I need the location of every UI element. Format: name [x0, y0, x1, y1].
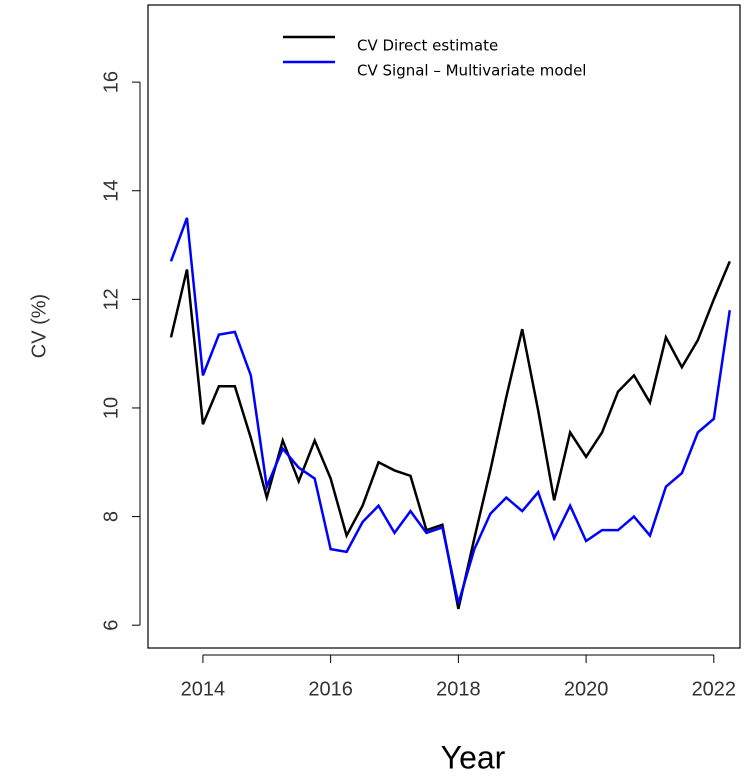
- plot-frame: [147, 4, 741, 649]
- x-tick-label: 2022: [692, 678, 737, 700]
- data-line: [169, 217, 732, 604]
- y-axis-label: CV (%): [28, 294, 50, 358]
- y-tick-label: 12: [100, 288, 122, 310]
- y-tick-label: 8: [100, 511, 122, 522]
- x-axis-label: Year: [441, 739, 506, 775]
- y-tick-label: 6: [100, 620, 122, 631]
- y-tick-label: 16: [100, 71, 122, 93]
- x-tick-label: 2014: [181, 678, 226, 700]
- data-line: [169, 260, 731, 610]
- x-tick-label: 2020: [564, 678, 609, 700]
- y-tick-label: 10: [100, 397, 122, 419]
- legend-label: CV Signal – Multivariate model: [357, 62, 586, 80]
- y-tick-label: 14: [100, 180, 122, 202]
- x-tick-label: 2018: [436, 678, 481, 700]
- x-tick-label: 2016: [308, 678, 353, 700]
- legend-label: CV Direct estimate: [357, 37, 498, 55]
